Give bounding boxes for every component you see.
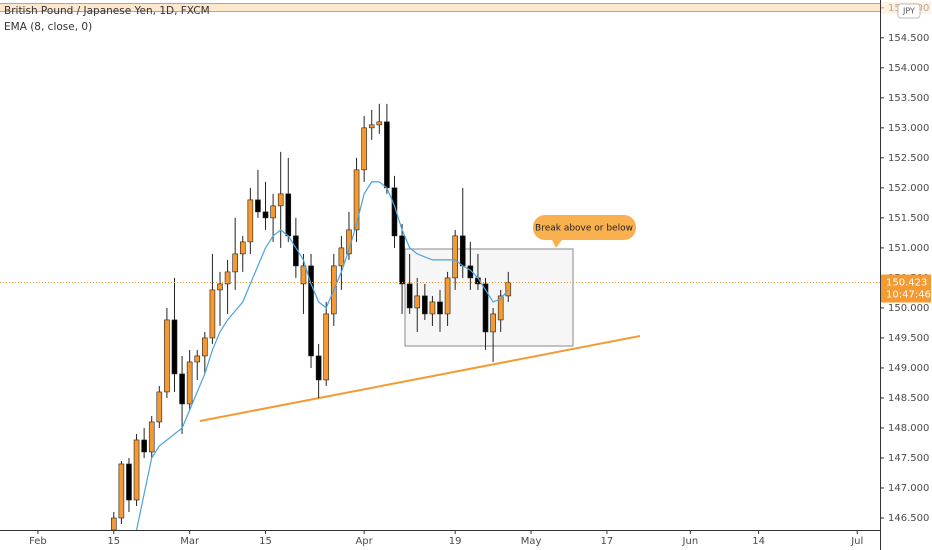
candle-body (376, 121, 383, 126)
plot-area (0, 3, 880, 530)
y-tick-label: 151.500 (888, 213, 929, 224)
candle-body (110, 517, 117, 530)
candle-body (414, 295, 421, 309)
x-tick-label: Feb (29, 536, 47, 547)
y-tick-label: 150.000 (888, 303, 929, 314)
candle-body (384, 121, 390, 189)
candle-body (171, 319, 178, 375)
y-tick-label: 153.500 (888, 93, 929, 104)
candle-body (406, 283, 413, 309)
candle-body (255, 199, 261, 213)
y-tick-label: 148.000 (888, 423, 929, 434)
y-tick-label: 151.000 (888, 243, 929, 254)
candle-body (482, 283, 489, 333)
x-tick-label: 19 (449, 536, 462, 547)
candle-body (315, 355, 322, 381)
candle-body (452, 235, 458, 279)
chart-title: British Pound / Japanese Yen, 1D, FXCM (4, 5, 210, 17)
candle-body (262, 211, 269, 219)
candle-body (444, 277, 451, 315)
candle-body (353, 169, 360, 231)
callout-bubble (533, 215, 636, 240)
x-tick-label: Mar (180, 536, 200, 547)
y-tick-label: 152.000 (888, 183, 929, 194)
x-tick-label: May (521, 536, 542, 547)
candle-body (179, 373, 185, 405)
countdown-label: 10:47:46 (886, 290, 931, 301)
candle-body (285, 193, 292, 237)
candle-body (148, 421, 155, 453)
callout-text: Break above or below (535, 224, 633, 234)
candle-body (361, 127, 367, 171)
x-tick-label: Apr (355, 536, 373, 547)
candle-body (217, 283, 223, 291)
x-tick-label: Jun (682, 536, 699, 547)
candle-body (399, 235, 405, 285)
candle-body (164, 319, 170, 393)
y-tick-label: 154.000 (888, 63, 929, 74)
candle-body (239, 241, 246, 255)
last-price-box (881, 274, 931, 303)
candle-body (186, 361, 193, 405)
candle-body (224, 271, 231, 285)
trend-line (199, 335, 641, 422)
x-tick-label: 14 (752, 536, 765, 547)
y-tick-label: 148.500 (888, 393, 929, 404)
y-tick-label: 149.000 (888, 363, 929, 374)
last-price-label: 150.423 (886, 278, 927, 289)
currency-badge (897, 3, 921, 19)
candle-body (300, 265, 307, 285)
range-box (404, 248, 574, 347)
y-tick-label: 147.500 (888, 453, 929, 464)
ema-line (136, 181, 509, 530)
candle-body (156, 391, 163, 423)
candle-body (247, 199, 254, 243)
candle-body (126, 463, 132, 501)
candle-body (232, 253, 238, 273)
candle-body (118, 463, 125, 519)
top-band (0, 3, 880, 12)
candle-body (497, 295, 504, 321)
indicator-label: EMA (8, close, 0) (4, 21, 92, 33)
candle-body (323, 313, 330, 381)
x-tick-label: 15 (259, 536, 272, 547)
candle-body (338, 247, 345, 267)
x-tick-label: 17 (601, 536, 614, 547)
callout: Break above or below (533, 215, 636, 248)
x-tick-label: 15 (107, 536, 120, 547)
candle-body (505, 282, 512, 297)
candle-body (270, 205, 276, 219)
y-tick-label: 146.500 (888, 513, 929, 524)
candle-body (437, 301, 443, 315)
y-tick-label: 153.000 (888, 123, 929, 134)
candle-body (202, 337, 208, 357)
candle-body (429, 301, 436, 315)
candle-body (277, 193, 284, 207)
candle-body (133, 439, 140, 501)
candle-body (209, 289, 216, 339)
candle-body (422, 295, 428, 315)
y-tick-label: 147.000 (888, 483, 929, 494)
candle-body (459, 235, 466, 267)
candle-body (141, 439, 147, 453)
axes: 146.500 147.000 147.500 148.000 148.500 149.0… (29, 1, 931, 547)
candle-body (490, 313, 496, 333)
y-tick-label: 152.500 (888, 153, 929, 164)
candle-body (308, 265, 314, 357)
x-tick-label: Jul (850, 536, 863, 547)
y-tick-label: 154.500 (888, 33, 929, 44)
currency-label: JPY (902, 7, 915, 16)
candle-body (368, 124, 375, 129)
callout-tail (552, 240, 562, 248)
y-tick-label: 149.500 (888, 333, 929, 344)
candle-body (194, 355, 201, 363)
